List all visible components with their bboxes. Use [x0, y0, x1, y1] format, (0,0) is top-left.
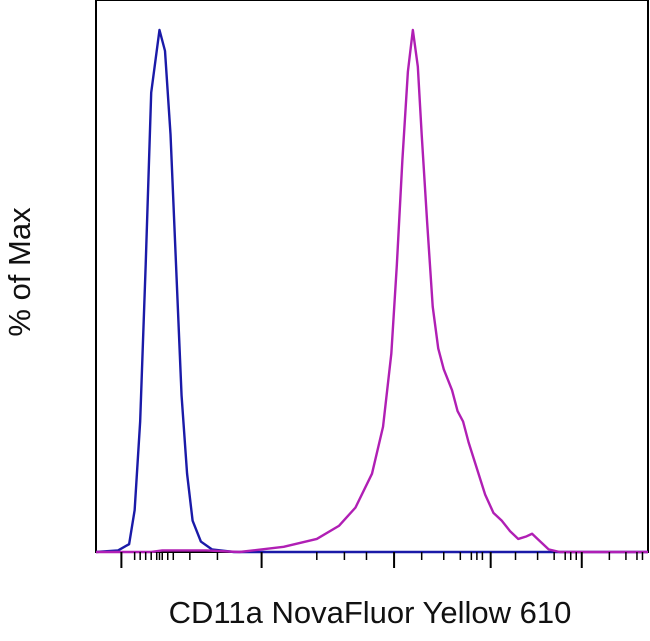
histogram-series-2-line [96, 28, 648, 554]
x-axis-label: CD11a NovaFluor Yellow 610 [169, 595, 572, 630]
y-axis-label-group: % of Max [2, 207, 37, 337]
y-axis-label: % of Max [2, 207, 37, 337]
x-axis-ticks [120, 552, 644, 568]
series-layer [95, 28, 648, 554]
histogram-series-1-line [95, 28, 648, 554]
